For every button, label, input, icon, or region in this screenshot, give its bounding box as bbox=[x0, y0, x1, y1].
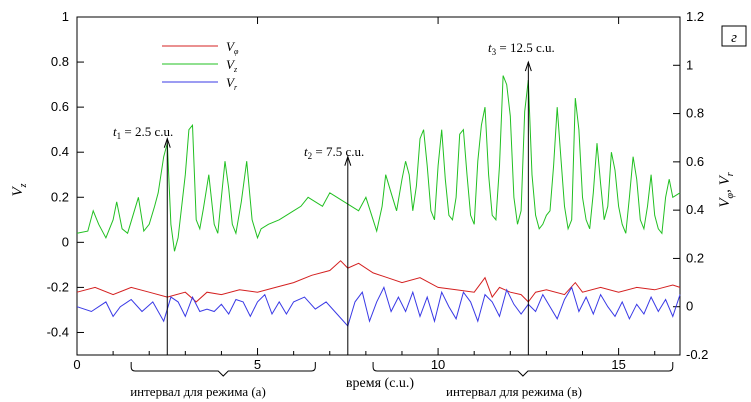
time-marker-arrowhead-3 bbox=[524, 60, 532, 72]
interval-label-a: интервал для режима (а) bbox=[130, 384, 266, 399]
x-axis-label: время (с.u.) bbox=[346, 376, 414, 391]
time-marker-arrowhead-1 bbox=[163, 137, 171, 148]
panel-label: г bbox=[731, 30, 737, 46]
y-right-tick-label: 0.8 bbox=[686, 106, 704, 121]
y-right-tick-label: 1 bbox=[686, 57, 693, 72]
y-left-tick-label: 0.4 bbox=[51, 144, 69, 159]
legend-label-vr: Vr bbox=[226, 75, 238, 92]
x-tick-label: 5 bbox=[254, 357, 261, 372]
y-left-tick-label: 0.6 bbox=[51, 99, 69, 114]
y-right-tick-label: 0.2 bbox=[686, 250, 704, 265]
interval-label-v: интервал для режима (в) bbox=[446, 384, 582, 399]
legend: Vφ Vz Vr bbox=[162, 39, 239, 92]
y-left-tick-label: 0.2 bbox=[51, 189, 69, 204]
y-left-tick-label: -0.4 bbox=[47, 324, 69, 339]
legend-label-vz: Vz bbox=[226, 57, 238, 74]
x-tick-label: 0 bbox=[73, 357, 80, 372]
y-right-tick-label: 1.2 bbox=[686, 9, 704, 24]
y-right-tick-label: 0.6 bbox=[686, 154, 704, 169]
annotation-t2: t2 = 7.5 c.u. bbox=[304, 144, 364, 161]
y-right-tick-label: 0.4 bbox=[686, 202, 704, 217]
plot-frame bbox=[76, 16, 681, 356]
panel-label-box bbox=[721, 25, 747, 47]
series-line-vz bbox=[76, 75, 681, 252]
y-left-tick-label: 1 bbox=[62, 9, 69, 24]
y-left-tick-label: 0 bbox=[62, 234, 69, 249]
legend-label-vphi: Vφ bbox=[226, 39, 239, 56]
series-line-vr bbox=[76, 286, 681, 327]
x-tick-label: 10 bbox=[431, 357, 445, 372]
y-axis-label-right: Vφ, Vr bbox=[717, 172, 736, 207]
x-tick-label: 15 bbox=[611, 357, 625, 372]
y-right-tick-label: 0 bbox=[686, 299, 693, 314]
y-left-tick-label: -0.2 bbox=[47, 279, 69, 294]
interval-brace-2 bbox=[372, 362, 674, 377]
y-axis-label-left: Vz bbox=[10, 183, 29, 196]
annotation-t1: t1 = 2.5 c.u. bbox=[113, 124, 173, 141]
time-marker-arrowhead-2 bbox=[344, 155, 352, 166]
y-left-tick-label: 0.8 bbox=[51, 54, 69, 69]
y-right-tick-label: -0.2 bbox=[686, 347, 708, 362]
series-line-vphi bbox=[76, 260, 681, 303]
annotation-t3: t3 = 12.5 c.u. bbox=[488, 40, 555, 57]
interval-brace-1 bbox=[130, 362, 316, 377]
